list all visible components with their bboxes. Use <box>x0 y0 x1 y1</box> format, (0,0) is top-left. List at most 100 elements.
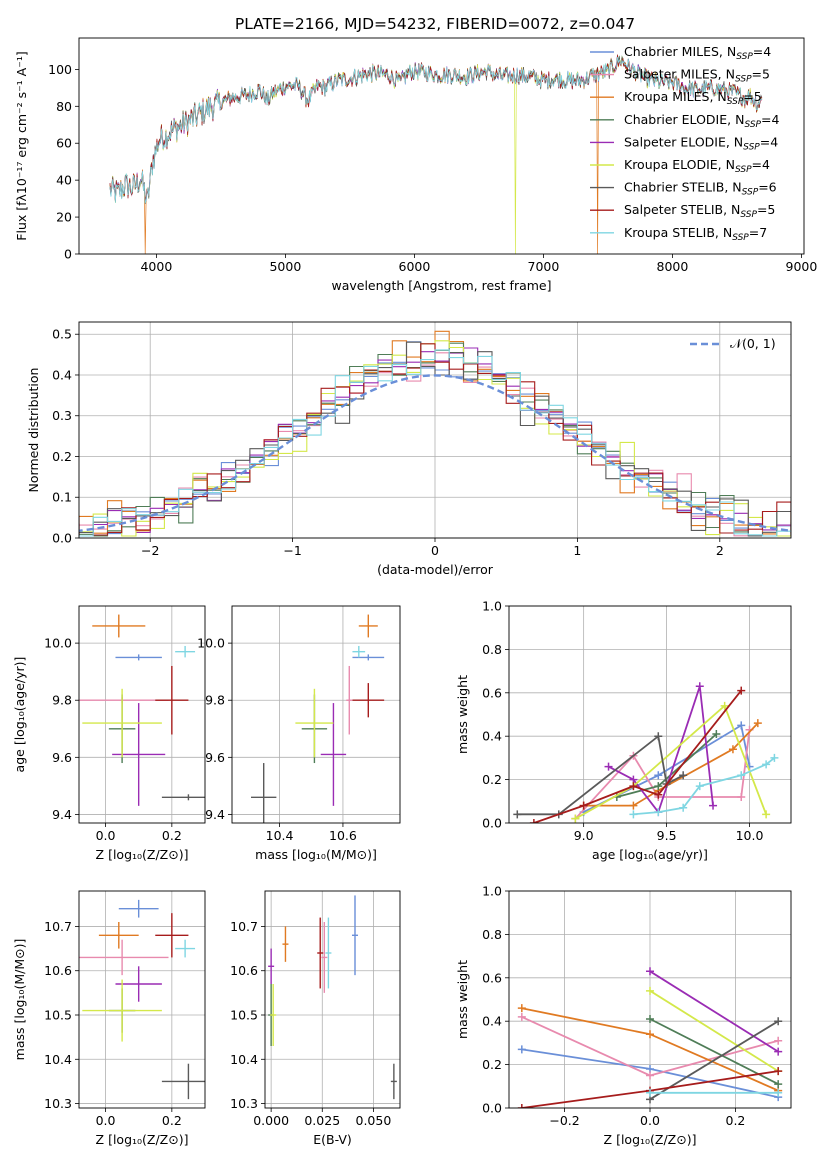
age-vs-Z-points <box>79 614 205 806</box>
errorbar-point <box>175 939 196 958</box>
legend-entry: Chabrier MILES, NSSP=4 <box>624 44 771 62</box>
errorbar-point <box>92 614 146 638</box>
y-tick-label: 1.0 <box>482 599 502 614</box>
x-axis-label: Z [log₁₀(Z/Z⊙)] <box>96 847 189 862</box>
spectrum-line-kroupa-stelib <box>109 56 763 204</box>
legend-entry: Salpeter STELIB, NSSP=5 <box>624 202 775 220</box>
errorbar-point <box>321 922 328 993</box>
x-tick-label: 0.2 <box>726 1113 746 1128</box>
x-tick-label: 0.0 <box>640 1113 660 1128</box>
weight-line-salpeter-elodie <box>649 970 779 1053</box>
weight-marker <box>774 1036 783 1045</box>
y-tick-label: 0.5 <box>52 327 72 342</box>
errorbar-point <box>82 688 162 758</box>
residuals-axes: −2 −1 0 1 2 0.0 0.1 0.2 0.3 0.4 0.5 (data-model)/er… <box>26 322 791 577</box>
x-tick-label: 10.6 <box>329 828 357 843</box>
weight-marker <box>513 810 522 819</box>
errorbar-point <box>268 948 275 984</box>
weight-marker <box>774 1047 783 1056</box>
y-tick-label: 10.4 <box>44 1052 72 1067</box>
weight-marker <box>517 1045 526 1054</box>
x-tick-label: 10.0 <box>736 828 764 843</box>
weight-marker <box>646 1088 654 1097</box>
y-tick-label: 10.7 <box>44 919 72 934</box>
weight-marker <box>762 760 771 769</box>
errorbar-point <box>282 926 289 962</box>
weight-marker <box>604 762 613 771</box>
x-tick-label: 5000 <box>269 259 301 274</box>
x-tick-label: 0.2 <box>162 828 182 843</box>
y-tick-label: 0.4 <box>482 1014 502 1029</box>
mass-vs-ebv-points <box>268 895 397 1100</box>
mass-vs-ebv-frame <box>264 890 401 1109</box>
errorbar-point <box>325 917 332 989</box>
residuals-frame <box>78 321 792 539</box>
spectrum-frame <box>78 37 805 255</box>
weight-vs-Z-lines <box>517 967 783 1108</box>
y-tick-label: 60 <box>56 136 72 151</box>
spectrum-axes: 4000 5000 6000 7000 8000 9000 0 20 40 60 80 100 wave… <box>14 51 817 293</box>
y-tick-label: 0.6 <box>482 970 502 985</box>
x-axis-label: age [log₁₀(age/yr)] <box>592 847 708 862</box>
y-tick-label: 10.3 <box>230 1096 258 1111</box>
legend-entry: Kroupa ELODIE, NSSP=4 <box>624 157 770 175</box>
weight-marker <box>646 1071 654 1080</box>
x-tick-label: 0.0 <box>96 828 116 843</box>
x-tick-label: 2 <box>716 543 724 558</box>
errorbar-point <box>98 922 139 949</box>
weight-marker <box>753 719 762 728</box>
weight-marker <box>737 721 746 730</box>
weight-marker <box>579 801 588 810</box>
age-vs-mass-points <box>251 614 385 823</box>
legend-entry: Kroupa MILES, NSSP=5 <box>624 89 762 107</box>
errorbar-point <box>352 683 385 718</box>
figure-title: PLATE=2166, MJD=54232, FIBERID=0072, z=0… <box>235 15 635 33</box>
histogram-steps <box>79 330 791 537</box>
x-tick-label: 4000 <box>140 259 172 274</box>
errorbar-point <box>317 917 324 989</box>
y-tick-label: 0.0 <box>482 816 502 831</box>
weight-marker <box>728 745 737 754</box>
x-tick-label: 0 <box>431 543 439 558</box>
y-tick-label: 0.2 <box>482 1057 502 1072</box>
x-axis-label: E(B-V) <box>313 1132 352 1147</box>
y-tick-label: 9.4 <box>52 807 72 822</box>
y-tick-label: 10.7 <box>230 919 258 934</box>
weight-marker <box>629 801 638 810</box>
y-tick-label: 10.6 <box>230 963 258 978</box>
y-tick-label: 0.6 <box>482 685 502 700</box>
errorbar-point <box>161 1063 205 1100</box>
weight-line-kroupa-elodie <box>649 990 779 1072</box>
y-tick-label: 0.4 <box>482 729 502 744</box>
histogram-chabrier-stelib <box>79 341 791 537</box>
weight-line-chabrier-stelib <box>649 1020 779 1101</box>
errorbar-point <box>295 688 334 758</box>
y-tick-label: 9.4 <box>205 807 225 822</box>
weight-marker <box>654 808 663 817</box>
x-tick-label: 6000 <box>399 259 431 274</box>
x-axis-label: Z [log₁₀(Z/Z⊙)] <box>96 1132 189 1147</box>
errorbar-point <box>118 899 159 918</box>
spectrum-lines <box>109 54 763 254</box>
x-tick-label: −2 <box>141 543 159 558</box>
x-tick-label: 7000 <box>528 259 560 274</box>
age-vs-mass-axes: 10.4 10.6 9.4 9.6 9.8 10.0 mass [log₁₀(M/M⊙)] <box>197 606 400 862</box>
weight-marker <box>646 1030 654 1039</box>
errorbar-point <box>115 966 162 1002</box>
y-tick-label: 0.8 <box>482 927 502 942</box>
weight-vs-age-frame <box>508 605 792 824</box>
errorbar-point <box>352 895 358 976</box>
weight-marker <box>774 1017 783 1026</box>
weight-marker <box>629 810 638 819</box>
legend-entry: Salpeter ELODIE, NSSP=4 <box>624 134 778 152</box>
y-tick-label: 0.3 <box>52 408 72 423</box>
weight-vs-age-axes: 9.0 9.5 10.0 0.0 0.2 0.4 0.6 0.8 1.0 age [log₁₀(a… <box>455 599 791 862</box>
y-tick-label: 0.4 <box>52 367 72 382</box>
y-axis-label: Flux [fλ10⁻¹⁷ erg cm⁻² s⁻¹ A⁻¹] <box>14 51 29 240</box>
legend-entry: Chabrier ELODIE, NSSP=4 <box>624 112 779 130</box>
x-tick-label: 0.000 <box>253 1113 289 1128</box>
y-tick-label: 0.8 <box>482 642 502 657</box>
y-tick-label: 0.0 <box>482 1101 502 1116</box>
errorbar-point <box>175 645 196 658</box>
x-tick-label: −0.2 <box>549 1113 579 1128</box>
